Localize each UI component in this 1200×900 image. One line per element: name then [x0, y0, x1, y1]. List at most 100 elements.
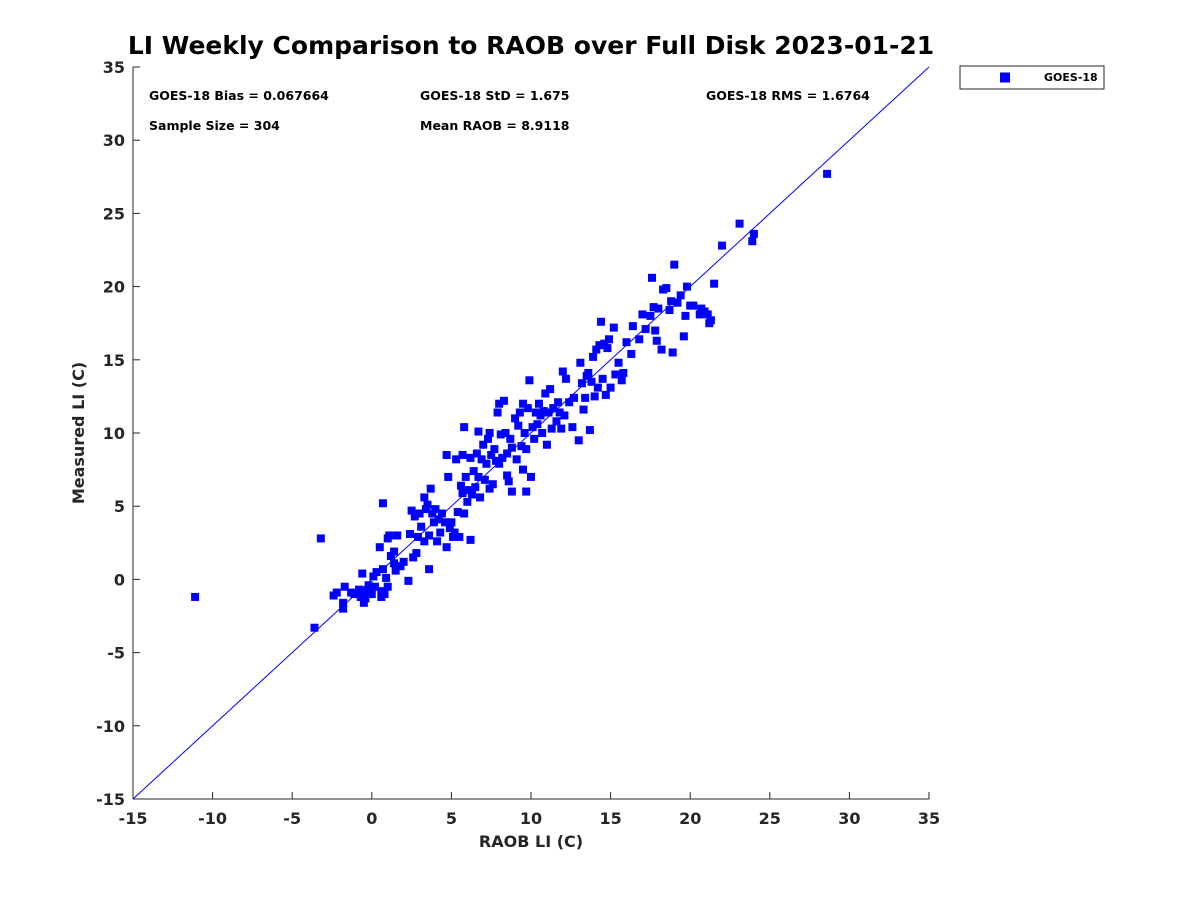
data-point	[670, 260, 679, 269]
data-point	[378, 565, 387, 574]
data-point	[585, 426, 594, 435]
data-point	[595, 341, 604, 350]
data-point	[520, 429, 529, 437]
data-point	[396, 562, 405, 571]
y-tick-label: 30	[103, 131, 125, 150]
data-point	[413, 532, 422, 541]
data-point	[527, 472, 535, 481]
data-point	[628, 322, 637, 331]
data-point	[429, 518, 438, 527]
x-tick-label: 35	[918, 809, 940, 828]
data-point	[710, 279, 719, 288]
data-point	[463, 497, 472, 506]
data-point	[383, 582, 392, 591]
data-point	[703, 310, 712, 319]
data-point	[569, 393, 578, 402]
data-point	[496, 430, 505, 439]
tick-marks	[132, 66, 930, 800]
data-point	[437, 509, 446, 518]
data-point	[484, 434, 493, 443]
data-point	[474, 427, 483, 436]
data-point	[390, 559, 399, 568]
data-point	[375, 543, 384, 552]
data-point	[507, 443, 516, 452]
stat-bias: GOES-18 Bias = 0.067664	[149, 88, 329, 103]
data-point	[495, 459, 504, 468]
data-point	[525, 376, 534, 385]
data-point	[603, 344, 612, 353]
data-point	[386, 551, 395, 560]
data-point	[522, 487, 531, 496]
x-tick-label: 20	[679, 809, 701, 828]
data-point	[448, 532, 457, 541]
data-point	[433, 537, 442, 546]
data-point	[466, 453, 475, 462]
x-tick-label: -10	[198, 809, 227, 828]
data-point	[514, 421, 523, 430]
data-point	[420, 493, 429, 502]
data-point	[482, 459, 491, 468]
data-point	[534, 399, 543, 408]
data-point	[477, 455, 486, 464]
data-point	[339, 604, 348, 613]
stat-mean-raob: Mean RAOB = 8.9118	[420, 118, 569, 133]
data-point	[592, 345, 601, 354]
data-point	[498, 453, 507, 462]
data-point	[638, 310, 647, 319]
data-point	[593, 383, 602, 392]
data-point	[541, 389, 550, 398]
data-point	[641, 325, 650, 334]
data-point	[382, 573, 391, 582]
stat-sample-size: Sample Size = 304	[149, 118, 280, 133]
data-point	[426, 484, 435, 493]
data-point	[434, 515, 443, 524]
data-point	[476, 493, 485, 502]
data-point	[601, 390, 610, 399]
data-point	[485, 484, 494, 493]
data-point	[600, 339, 609, 348]
data-point	[380, 590, 389, 599]
data-point	[576, 358, 585, 367]
data-point	[519, 399, 528, 408]
data-point	[606, 383, 615, 392]
tick-labels: -15 -10 -5 0 5 10 15 20 25 30 35 -15 -10 -5 0 5 10 15 20 25…	[96, 58, 940, 828]
data-point	[605, 335, 614, 344]
y-tick-label: 5	[114, 497, 125, 516]
data-point	[546, 385, 555, 394]
data-point	[445, 524, 454, 533]
x-tick-label: 15	[599, 809, 621, 828]
x-tick-label: 10	[520, 809, 542, 828]
data-point	[568, 423, 577, 432]
x-tick-label: 5	[446, 809, 457, 828]
data-point	[407, 506, 416, 515]
data-point	[646, 311, 655, 320]
data-point	[587, 377, 596, 386]
data-point	[458, 489, 467, 498]
data-point	[515, 408, 524, 417]
legend: GOES-18	[959, 65, 1105, 90]
data-point	[472, 449, 481, 458]
reference-line	[132, 66, 930, 800]
data-point	[695, 310, 704, 319]
data-point	[581, 393, 590, 402]
data-point	[503, 471, 512, 480]
data-point	[480, 475, 489, 484]
x-tick-label: 0	[366, 809, 377, 828]
data-point	[370, 582, 379, 591]
data-point	[523, 404, 532, 413]
data-point	[823, 169, 832, 178]
data-point	[614, 358, 623, 367]
data-point	[652, 336, 661, 345]
x-tick-label: 30	[838, 809, 860, 828]
data-point	[507, 487, 516, 496]
reference-line-group	[132, 66, 930, 800]
data-point	[579, 405, 588, 414]
data-point	[554, 398, 563, 407]
y-tick-label: 0	[114, 570, 125, 589]
y-axis-label: Measured LI (C)	[69, 362, 88, 504]
data-point	[436, 528, 445, 537]
data-point	[469, 467, 478, 476]
data-point	[468, 490, 477, 499]
data-point	[511, 414, 520, 423]
data-point	[460, 509, 469, 518]
